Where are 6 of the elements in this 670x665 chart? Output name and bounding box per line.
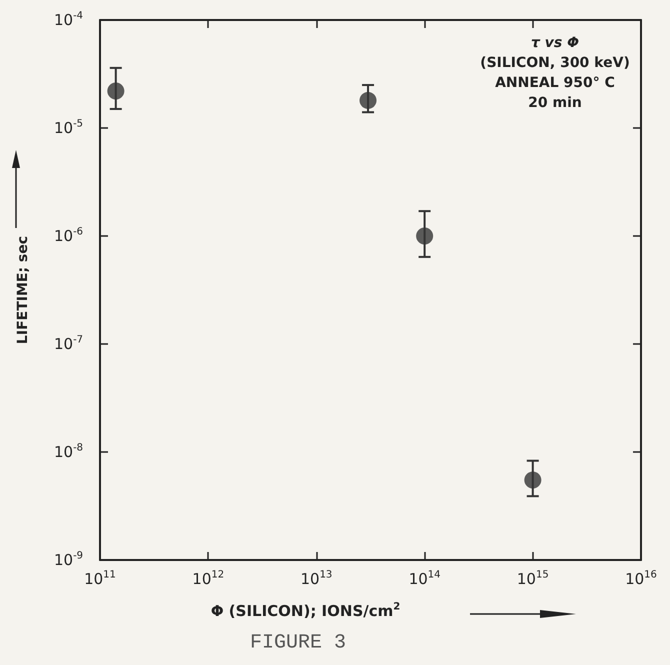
annotation: 20 min [528, 95, 582, 111]
annotation: ANNEAL 950° C [495, 75, 615, 91]
y-axis-title: LIFETIME; sec [15, 236, 31, 344]
annotation: τ vs Φ [530, 35, 580, 51]
text: FIGURE 3 [250, 632, 346, 654]
annotation: (SILICON, 300 keV) [480, 55, 630, 71]
